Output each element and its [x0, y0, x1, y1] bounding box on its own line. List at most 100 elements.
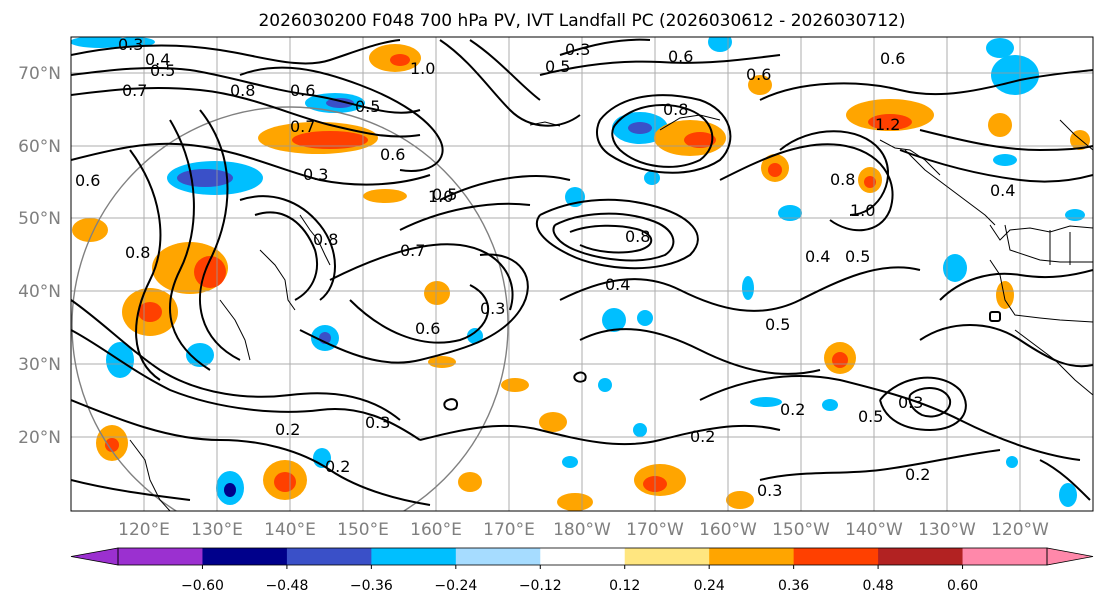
lon-label: 180°W [553, 520, 611, 540]
pv-patch-negative [822, 399, 838, 411]
colorbar-tick-label: 0.24 [694, 578, 725, 594]
pv-patch-negative [628, 122, 652, 134]
colorbar-segment [709, 548, 795, 565]
contour-label: 0.7 [400, 241, 425, 260]
colorbar-segment [371, 548, 457, 565]
pv-contours [71, 38, 1093, 506]
pv-patch-negative [186, 343, 214, 367]
colorbar-tick-label: −0.24 [434, 578, 477, 594]
contour-labels: 0.3 0.4 0.5 0.7 0.8 0.6 1.0 0.5 0.6 0.7 … [75, 35, 1015, 500]
lon-label: 160°E [410, 520, 462, 540]
lat-label: 50°N [18, 209, 61, 229]
contour-label: 0.6 [380, 145, 405, 164]
colorbar-segment [202, 548, 288, 565]
pv-patch-negative [1059, 483, 1077, 507]
plot-frame [70, 36, 1094, 512]
lon-label: 140°E [264, 520, 316, 540]
lon-label: 160°W [699, 520, 757, 540]
lon-label: 130°W [918, 520, 976, 540]
contour-label: 0.3 [565, 40, 590, 59]
colorbar-tick-label: 0.48 [863, 578, 894, 594]
contour-label: 0.6 [75, 171, 100, 190]
contour-label: 1.0 [428, 187, 453, 206]
contour-label: 0.5 [432, 185, 457, 204]
lat-label: 60°N [18, 137, 61, 157]
contour-label: 0.3 [757, 481, 782, 500]
colorbar-segment [540, 548, 626, 565]
pv-patch-positive [390, 54, 410, 66]
pv-patch-negative [1065, 209, 1085, 221]
pv-patch-positive [988, 113, 1012, 137]
pv-patch-positive [428, 356, 456, 368]
contour-label: 0.5 [858, 407, 883, 426]
contour-label: 0.4 [990, 181, 1015, 200]
pv-patch-positive [768, 163, 782, 177]
pv-patch-negative [71, 37, 130, 48]
pv-patch-negative [602, 308, 626, 332]
pv-patch-positive [274, 472, 296, 492]
colorbar-tick-label: 0.60 [947, 578, 978, 594]
lon-label: 150°W [772, 520, 830, 540]
contour-label: 0.5 [765, 315, 790, 334]
colorbar-segment [455, 548, 541, 565]
pv-patch-positive [726, 491, 754, 509]
lon-label: 150°E [337, 520, 389, 540]
pv-patch-negative [742, 276, 754, 300]
contour-label: 0.6 [668, 47, 693, 66]
lon-label: 170°E [483, 520, 535, 540]
contour-label: 0.6 [746, 65, 771, 84]
pv-patch-negative [224, 483, 236, 497]
lat-label: 20°N [18, 428, 61, 448]
colorbar-segment [962, 548, 1048, 565]
pv-patch-negative [986, 38, 1014, 58]
pv-patch-negative [177, 169, 233, 187]
pv-anomaly-fills [71, 37, 1090, 511]
colorbar-tick-label: −0.60 [181, 578, 224, 594]
contour-label: 0.3 [118, 35, 143, 54]
pv-patch-negative [991, 55, 1039, 95]
pv-patch-negative [943, 254, 967, 282]
colorbar-segment [118, 548, 203, 565]
colorbar-segments [118, 548, 1048, 565]
colorbar-tick-label: −0.12 [519, 578, 562, 594]
contour-label: 0.4 [605, 275, 630, 294]
pv-patch-positive [138, 302, 162, 322]
contour-label: 0.8 [625, 227, 650, 246]
pv-patch-positive [832, 352, 848, 368]
colorbar-over-arrow [1046, 547, 1094, 566]
pv-patch-positive [864, 176, 876, 188]
contour-label: 0.8 [830, 170, 855, 189]
contour-label: 0.3 [365, 413, 390, 432]
lon-label: 120°E [118, 520, 170, 540]
contour-label: 0.2 [780, 400, 805, 419]
contour-label: 0.8 [313, 230, 338, 249]
pv-patch-negative [633, 423, 647, 437]
map-title: 2026030200 F048 700 hPa PV, IVT Landfall… [258, 11, 905, 31]
contour-label: 0.2 [325, 457, 350, 476]
colorbar: −0.60 −0.48 −0.36 −0.24 −0.12 0.12 0.24 0.36 0.4… [70, 547, 1094, 594]
pv-patch-negative [750, 397, 782, 407]
colorbar-tick-label: 0.36 [778, 578, 809, 594]
colorbar-frame [117, 547, 1048, 566]
latitude-labels: 70°N 60°N 50°N 40°N 30°N 20°N [18, 64, 61, 448]
contour-label: 0.5 [150, 61, 175, 80]
pv-patch-negative [778, 205, 802, 221]
contour-label: 0.7 [290, 117, 315, 136]
colorbar-ticks: −0.60 −0.48 −0.36 −0.24 −0.12 0.12 0.24 0.36 0.4… [181, 565, 978, 594]
colorbar-under-arrow [70, 547, 119, 566]
pv-patch-negative [708, 37, 732, 52]
contour-label: 0.3 [303, 165, 328, 184]
lat-label: 30°N [18, 355, 61, 375]
pv-patch-negative [644, 171, 660, 185]
contour-label: 0.4 [805, 247, 830, 266]
contour-label: 0.2 [690, 427, 715, 446]
contour-label: 0.6 [880, 49, 905, 68]
pv-patch-positive [363, 189, 407, 203]
pv-patch-negative [637, 310, 653, 326]
longitude-labels: 120°E 130°E 140°E 150°E 160°E 170°E 180°… [118, 520, 1049, 540]
graticule [71, 37, 1093, 511]
colorbar-segment [624, 548, 710, 565]
pv-patch-negative [598, 378, 612, 392]
pv-patch-positive [684, 132, 716, 148]
